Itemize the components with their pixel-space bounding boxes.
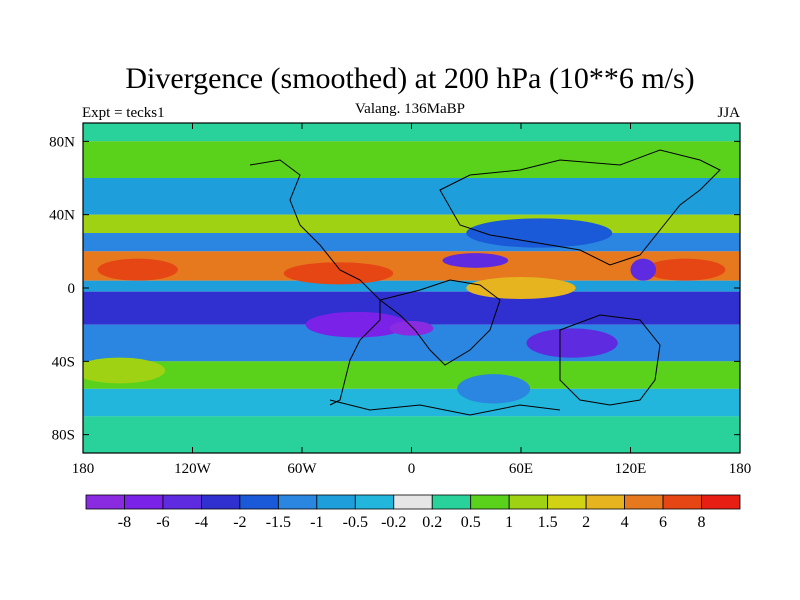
coastline-australia-antarctica [559, 314, 661, 406]
colorbar-swatch-16 [701, 494, 741, 510]
y-tick-label: 80S [52, 428, 75, 444]
y-tick-label: 80N [49, 134, 75, 150]
colorbar-label: -0.2 [381, 514, 406, 531]
colorbar-swatch-8 [393, 494, 433, 510]
colorbar-label: 2 [582, 514, 590, 531]
field-blob-5 [442, 253, 509, 268]
colorbar-label: -6 [156, 514, 169, 531]
y-tick-label: 40N [49, 208, 75, 224]
field-blob-1 [97, 258, 178, 281]
colorbar-swatch-4 [239, 494, 279, 510]
colorbar-label: 4 [621, 514, 629, 531]
colorbar-swatch-5 [277, 494, 318, 510]
continent-outlines [249, 149, 721, 416]
field-blob-2 [645, 258, 726, 281]
colorbar-swatch-2 [162, 494, 202, 510]
colorbar-label: 1 [505, 514, 513, 531]
coastline-americas [249, 159, 381, 406]
field-blob-7 [526, 328, 618, 358]
y-tick-label: 40S [52, 354, 75, 370]
colorbar: -8 -6 -4 -2 -1.5 -1 -0.5 -0.2 0.2 0.5 1 1.5 2 4 6 8 [85, 494, 741, 531]
colorbar-swatch-6 [316, 494, 356, 510]
field-blob-0 [283, 262, 394, 285]
field-band-11 [83, 416, 740, 453]
coastline-south-polar [329, 399, 561, 416]
colorbar-swatch-13 [585, 494, 625, 510]
colorbar-swatch-9 [431, 494, 472, 510]
field-band-1 [83, 141, 740, 178]
colorbar-label: -1.5 [266, 514, 291, 531]
chart-title: Divergence (smoothed) at 200 hPa (10**6 … [125, 62, 694, 95]
colorbar-swatch-7 [354, 494, 395, 510]
divergence-field [83, 123, 740, 453]
period-label: Valang. 136MaBP [355, 101, 465, 117]
experiment-label: Expt = tecks1 [82, 105, 165, 121]
field-band-9 [83, 361, 740, 389]
colorbar-label: 8 [698, 514, 706, 531]
colorbar-label: -4 [195, 514, 208, 531]
colorbar-swatch-11 [508, 494, 549, 510]
field-band-5 [83, 251, 740, 281]
field-blob-11 [83, 357, 166, 384]
colorbar-label: 1.5 [538, 514, 558, 531]
field-band-6 [83, 280, 740, 292]
colorbar-label: 6 [659, 514, 667, 531]
field-blob-10 [457, 374, 531, 404]
field-band-0 [83, 123, 740, 142]
x-tick-label: 120W [174, 461, 212, 477]
field-band-10 [83, 388, 740, 417]
field-blob-6 [630, 258, 657, 281]
colorbar-label: 0.5 [461, 514, 481, 531]
x-tick-label: 60W [287, 461, 317, 477]
field-band-2 [83, 178, 740, 215]
x-tick-label: 180 [72, 461, 95, 477]
x-tick-label: 120E [615, 461, 647, 477]
field-band-3 [83, 214, 740, 233]
coastline-africa [378, 279, 501, 366]
x-tick-label: 180 [729, 461, 752, 477]
x-tick-label: 0 [408, 461, 416, 477]
field-blob-8 [466, 277, 576, 299]
colorbar-swatch-14 [624, 494, 664, 510]
colorbar-swatch-15 [662, 494, 702, 510]
season-label: JJA [717, 105, 740, 121]
y-tick-label: 0 [68, 281, 76, 297]
axes: 180 120W 60W 0 60E 120E 180 80N 40N 0 40S 80S [49, 123, 751, 477]
colorbar-swatch-0 [85, 494, 125, 510]
colorbar-swatch-3 [201, 494, 241, 510]
field-blob-4 [389, 321, 434, 336]
colorbar-label: -0.5 [343, 514, 368, 531]
colorbar-swatch-12 [547, 494, 587, 510]
field-band-7 [83, 291, 740, 325]
colorbar-swatch-10 [470, 494, 510, 510]
coastline-eurasia [439, 149, 721, 266]
plot-area [83, 123, 740, 453]
x-tick-label: 60E [509, 461, 533, 477]
field-band-4 [83, 233, 740, 252]
colorbar-swatch-1 [124, 494, 164, 510]
colorbar-label: 0.2 [422, 514, 442, 531]
colorbar-label: -8 [118, 514, 131, 531]
colorbar-label: -1 [310, 514, 323, 531]
field-blob-3 [305, 311, 408, 338]
colorbar-label: -2 [233, 514, 246, 531]
field-blob-9 [466, 218, 613, 248]
